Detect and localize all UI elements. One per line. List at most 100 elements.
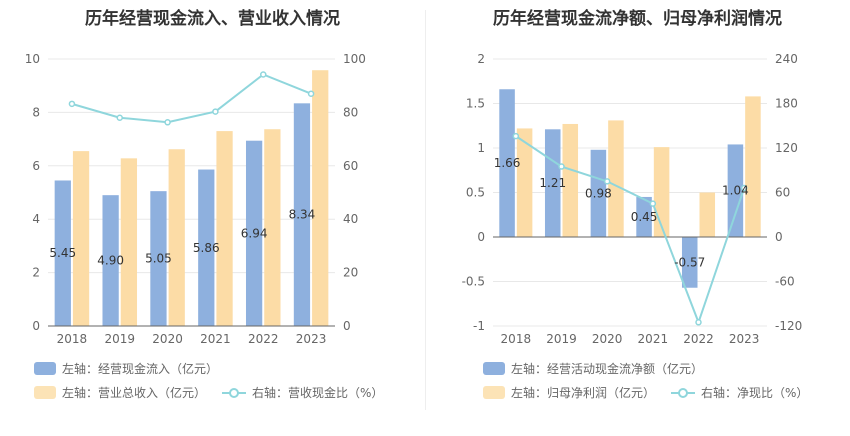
bar-series-1 xyxy=(544,129,561,237)
left-axis-tick-label: 8 xyxy=(32,105,40,119)
right-axis-tick-label: 180 xyxy=(775,97,798,111)
chart-title: 历年经营现金流入、营业收入情况 xyxy=(85,9,340,29)
legend-item-series-1[interactable]: 左轴：经营现金流入（亿元） xyxy=(34,360,218,377)
legend-swatch xyxy=(34,386,56,399)
bar-series-1 xyxy=(681,237,698,288)
x-axis-tick-label: 2018 xyxy=(57,332,88,346)
left-axis-tick-label: 2 xyxy=(477,52,485,66)
bar-series-2 xyxy=(120,158,138,326)
chart-svg: -1 -120 -0.5 -60 0 0 0.5 60 1 120 1.5 180 2 240 2018 20… xyxy=(462,52,803,346)
line-point xyxy=(558,163,565,170)
line-point xyxy=(116,114,123,121)
left-axis-tick-label: 10 xyxy=(25,52,40,66)
legend-item-series-3[interactable]: 右轴：净现比（%） xyxy=(671,384,808,401)
legend-swatch xyxy=(222,386,247,400)
bar-series-1 xyxy=(245,140,263,326)
left-axis-tick-label: 1 xyxy=(477,141,485,155)
line-point xyxy=(260,71,267,78)
bar-series-1 xyxy=(727,144,744,237)
line-series xyxy=(515,135,746,326)
left-axis-tick-label: 1.5 xyxy=(466,97,485,111)
right-axis-tick-label: 0 xyxy=(343,319,351,333)
legend-item-series-1[interactable]: 左轴：经营活动现金流净额（亿元） xyxy=(483,360,703,377)
bar-data-label: 0.45 xyxy=(631,210,658,224)
line-series xyxy=(71,73,312,124)
legend-label: 左轴：归母净利润（亿元） xyxy=(511,386,656,400)
line-point xyxy=(695,319,702,326)
line-point xyxy=(68,100,76,108)
bar-series-1 xyxy=(198,169,215,326)
left-axis-tick-label: -1 xyxy=(473,319,485,333)
legend-label: 左轴：经营活动现金流净额（亿元） xyxy=(511,362,704,376)
chart-panel-cashflow-revenue: 历年经营现金流入、营业收入情况 0 0 2 20 4 40 6 60 8 80 10 100 2018 2… xyxy=(25,9,399,401)
bar-series-2 xyxy=(72,151,90,326)
x-axis-tick-label: 2020 xyxy=(592,332,623,346)
right-axis-tick-label: 60 xyxy=(343,159,358,173)
right-axis-tick-label: 100 xyxy=(343,52,366,66)
bar-data-label: 8.34 xyxy=(289,208,316,222)
bar-data-label: 4.90 xyxy=(97,254,124,268)
bar-series-2 xyxy=(516,128,533,237)
x-axis-tick-label: 2022 xyxy=(683,332,714,346)
left-axis-tick-label: 0 xyxy=(477,230,485,244)
line-point xyxy=(649,200,657,207)
right-axis-tick-label: -120 xyxy=(775,319,802,333)
bar-series-2 xyxy=(216,131,233,326)
bar-series-2 xyxy=(312,70,329,327)
line-point xyxy=(512,132,520,140)
bar-data-label: 5.45 xyxy=(49,246,76,260)
bar-series-2 xyxy=(168,149,185,326)
legend-label: 右轴：净现比（%） xyxy=(701,386,809,400)
legend-row-2: 左轴：归母净利润（亿元） 右轴：净现比（%） xyxy=(483,384,824,401)
bar-series-1 xyxy=(590,149,607,237)
bar-series-1 xyxy=(293,103,311,327)
right-axis-tick-label: 0 xyxy=(775,230,783,244)
line-point xyxy=(740,184,748,192)
line-point xyxy=(164,119,171,126)
legend-swatch xyxy=(483,386,505,399)
right-axis-tick-label: 120 xyxy=(775,141,798,155)
legend-label: 左轴：经营现金流入（亿元） xyxy=(62,362,219,376)
line-point xyxy=(212,108,219,115)
bar-data-label: -0.57 xyxy=(674,255,705,269)
bar-series-2 xyxy=(608,120,624,237)
legend-swatch xyxy=(671,386,696,400)
panel-divider xyxy=(425,10,426,410)
bar-series-2 xyxy=(745,96,761,237)
legend-swatch xyxy=(34,362,56,375)
bar-data-label: 1.66 xyxy=(494,156,521,170)
legend-row-2: 左轴：营业总收入（亿元） 右轴：营收现金比（%） xyxy=(34,384,399,401)
legend-item-series-3[interactable]: 右轴：营收现金比（%） xyxy=(222,384,383,401)
bar-data-label: 5.05 xyxy=(145,252,172,266)
x-axis-tick-label: 2018 xyxy=(501,332,532,346)
x-axis-tick-label: 2020 xyxy=(152,332,183,346)
bar-data-label: 5.86 xyxy=(193,241,220,255)
left-axis-tick-label: -0.5 xyxy=(462,275,485,289)
x-axis-tick-label: 2021 xyxy=(200,332,231,346)
x-axis-tick-label: 2022 xyxy=(248,332,279,346)
legend-item-series-2[interactable]: 左轴：营业总收入（亿元） xyxy=(34,384,206,401)
line-point xyxy=(307,90,315,97)
left-axis-tick-label: 0.5 xyxy=(466,186,485,200)
x-axis-tick-label: 2023 xyxy=(729,332,760,346)
legend-item-series-2[interactable]: 左轴：归母净利润（亿元） xyxy=(483,384,655,401)
right-axis-tick-label: 60 xyxy=(775,186,790,200)
bar-data-label: 1.21 xyxy=(539,176,566,190)
x-axis-tick-label: 2023 xyxy=(296,332,327,346)
left-axis-tick-label: 0 xyxy=(32,319,40,333)
right-axis-tick-label: 20 xyxy=(343,266,358,280)
left-axis-tick-label: 2 xyxy=(32,266,40,280)
bar-series-1 xyxy=(636,196,652,237)
bar-series-1 xyxy=(150,191,167,326)
x-axis-tick-label: 2019 xyxy=(546,332,577,346)
chart-svg: 0 0 2 20 4 40 6 60 8 80 10 100 2018 2019 2020 2021 2022 2… xyxy=(25,52,366,346)
line-point xyxy=(603,178,611,185)
legend-label: 左轴：营业总收入（亿元） xyxy=(62,386,207,400)
bar-data-label: 1.04 xyxy=(722,184,749,198)
left-axis-tick-label: 6 xyxy=(32,159,40,173)
bar-series-2 xyxy=(264,129,281,326)
right-axis-tick-label: 240 xyxy=(775,52,798,66)
bar-series-2 xyxy=(699,192,716,237)
bar-series-2 xyxy=(562,123,579,237)
legend-row-1: 左轴：经营活动现金流净额（亿元） xyxy=(483,360,719,377)
